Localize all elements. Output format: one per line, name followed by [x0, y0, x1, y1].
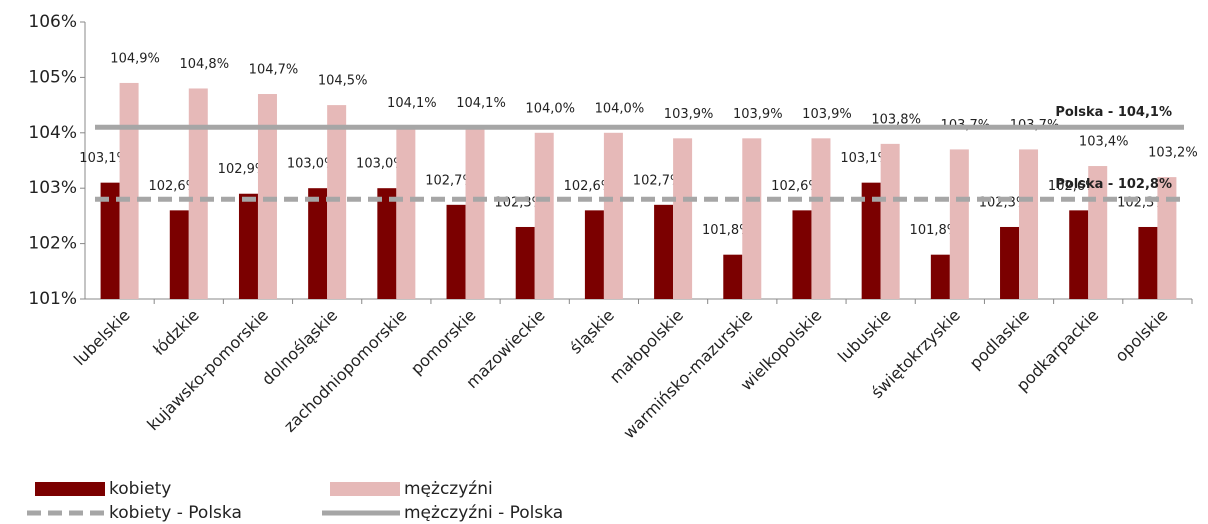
bar: [377, 188, 397, 299]
reference-label: Polska - 104,1%: [1055, 105, 1172, 120]
value-label: 104,9%: [110, 51, 160, 66]
bar: [327, 105, 347, 299]
value-label: 102,6%: [1048, 179, 1098, 194]
value-label: 101,8%: [702, 223, 752, 238]
bar: [1069, 210, 1089, 299]
bar: [169, 210, 189, 299]
value-label: 101,8%: [910, 223, 960, 238]
value-label: 103,0%: [356, 157, 406, 172]
x-tick-label: opolskie: [1111, 306, 1171, 366]
value-label: 103,8%: [871, 112, 921, 127]
value-label: 102,3%: [979, 195, 1029, 210]
value-label: 104,1%: [387, 96, 437, 111]
bar: [515, 226, 535, 299]
value-label: 103,2%: [1148, 146, 1198, 161]
bar: [1019, 149, 1039, 299]
bar: [742, 138, 762, 299]
value-label: 103,9%: [664, 107, 714, 122]
x-tick-label: zachodniopomorskie: [280, 306, 410, 436]
value-label: 102,7%: [633, 173, 683, 188]
bar: [861, 182, 881, 299]
value-label: 104,0%: [595, 101, 645, 116]
value-label: 104,0%: [525, 101, 575, 116]
bar: [238, 193, 258, 299]
x-tick-label: lubelskie: [70, 306, 134, 370]
value-label: 102,9%: [218, 162, 268, 177]
bar: [584, 210, 604, 299]
bar: [308, 188, 328, 299]
bar: [792, 210, 812, 299]
bar: [930, 254, 950, 299]
legend-label: kobiety: [109, 479, 171, 499]
value-label: 103,9%: [733, 107, 783, 122]
y-tick-label: 101%: [28, 289, 77, 309]
x-tick-label: pomorskie: [407, 306, 480, 379]
y-tick-label: 102%: [28, 234, 77, 254]
bar: [257, 94, 277, 300]
bar: [673, 138, 693, 299]
bar: [534, 132, 554, 299]
value-label: 103,4%: [1079, 135, 1129, 150]
bar: [723, 254, 743, 299]
y-tick-label: 105%: [28, 67, 77, 87]
bar: [1157, 177, 1177, 299]
value-label: 103,1%: [79, 151, 129, 166]
bar: [188, 88, 208, 299]
bar: [119, 82, 139, 299]
legend-swatch: [330, 482, 400, 496]
bar: [949, 149, 969, 299]
bar: [654, 204, 674, 299]
value-label: 102,6%: [771, 179, 821, 194]
x-tick-label: śląskie: [566, 306, 618, 358]
legend-label: mężczyźni: [404, 479, 493, 499]
value-label: 104,8%: [179, 57, 229, 72]
bar: [811, 138, 831, 299]
x-tick-label: podlaskie: [966, 306, 1033, 373]
x-tick-label: lubuskie: [834, 306, 895, 367]
x-tick-label: łódzkie: [149, 306, 202, 359]
value-label: 104,7%: [249, 63, 299, 78]
value-label: 102,6%: [564, 179, 614, 194]
bar: [465, 127, 485, 299]
value-label: 103,0%: [287, 157, 337, 172]
legend-label: kobiety - Polska: [109, 503, 242, 523]
x-tick-label: kujawsko-pomorskie: [143, 306, 272, 435]
bar: [603, 132, 623, 299]
y-tick-label: 106%: [28, 12, 77, 32]
value-label: 103,9%: [802, 107, 852, 122]
bar: [396, 127, 416, 299]
bar: [1138, 226, 1158, 299]
y-tick-label: 103%: [28, 178, 77, 198]
reference-label: Polska - 102,8%: [1055, 177, 1172, 192]
value-label: 104,1%: [456, 96, 506, 111]
bar: [446, 204, 466, 299]
bar: [880, 143, 900, 299]
bar: [1000, 226, 1020, 299]
legend-label: mężczyźni - Polska: [404, 503, 563, 523]
bar: [100, 182, 120, 299]
y-tick-label: 104%: [28, 123, 77, 143]
value-label: 102,6%: [148, 179, 198, 194]
value-label: 103,1%: [840, 151, 890, 166]
x-tick-label: warmińsko-mazurskie: [619, 306, 756, 443]
legend-swatch: [35, 482, 105, 496]
value-label: 104,5%: [318, 74, 368, 89]
value-label: 102,7%: [425, 173, 475, 188]
